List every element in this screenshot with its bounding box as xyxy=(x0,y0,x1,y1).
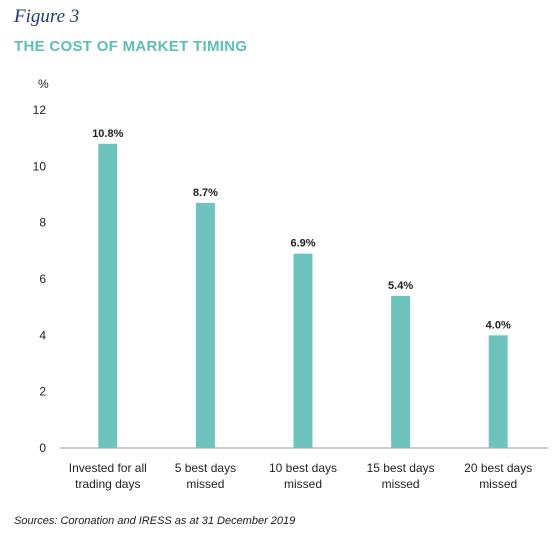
category-label-line: missed xyxy=(186,477,224,491)
category-label-line: 10 best days xyxy=(269,461,337,475)
category-label-line: Invested for all xyxy=(69,461,147,475)
bar-value-label: 5.4% xyxy=(388,280,413,292)
category-label-line: 20 best days xyxy=(464,461,532,475)
category-label: 10 best days missed xyxy=(269,461,337,491)
bar xyxy=(391,295,411,448)
category-label-line: 15 best days xyxy=(367,461,435,475)
source-note: Sources: Coronation and IRESS as at 31 D… xyxy=(14,515,296,527)
y-tick-label: 10 xyxy=(33,159,47,173)
bar xyxy=(293,253,313,448)
y-tick-label: 2 xyxy=(39,385,46,399)
figure-label: Figure 3 xyxy=(14,6,80,27)
y-tick-label: 4 xyxy=(39,328,46,342)
bar-value-label: 4.0% xyxy=(486,319,511,331)
bar-value-label: 10.8% xyxy=(92,128,123,140)
category-labels-group: Invested for all trading days 5 best days m… xyxy=(69,461,532,491)
bar-value-label: 8.7% xyxy=(193,187,218,199)
chart-title: THE COST OF MARKET TIMING xyxy=(14,38,248,55)
category-label-line: trading days xyxy=(75,477,140,491)
bars-group xyxy=(98,143,508,449)
category-label: Invested for all trading days xyxy=(69,461,147,491)
bar xyxy=(488,335,508,448)
bar xyxy=(98,143,118,449)
y-tick-label: 0 xyxy=(39,441,46,455)
category-label-line: missed xyxy=(479,477,517,491)
y-axis-unit-label: % xyxy=(38,77,49,91)
bar xyxy=(195,202,215,448)
category-label: 20 best days missed xyxy=(464,461,532,491)
y-tick-label: 8 xyxy=(39,216,46,230)
category-label-line: missed xyxy=(284,477,322,491)
category-label: 15 best days missed xyxy=(367,461,435,491)
y-axis-ticks: 0 2 4 6 8 10 12 xyxy=(33,103,47,455)
category-label-line: 5 best days xyxy=(175,461,236,475)
category-label-line: missed xyxy=(382,477,420,491)
category-label: 5 best days missed xyxy=(175,461,236,491)
y-tick-label: 6 xyxy=(39,272,46,286)
value-labels-group: 10.8% 8.7% 6.9% 5.4% 4.0% xyxy=(92,128,511,332)
bar-value-label: 6.9% xyxy=(290,238,315,250)
y-tick-label: 12 xyxy=(33,103,47,117)
